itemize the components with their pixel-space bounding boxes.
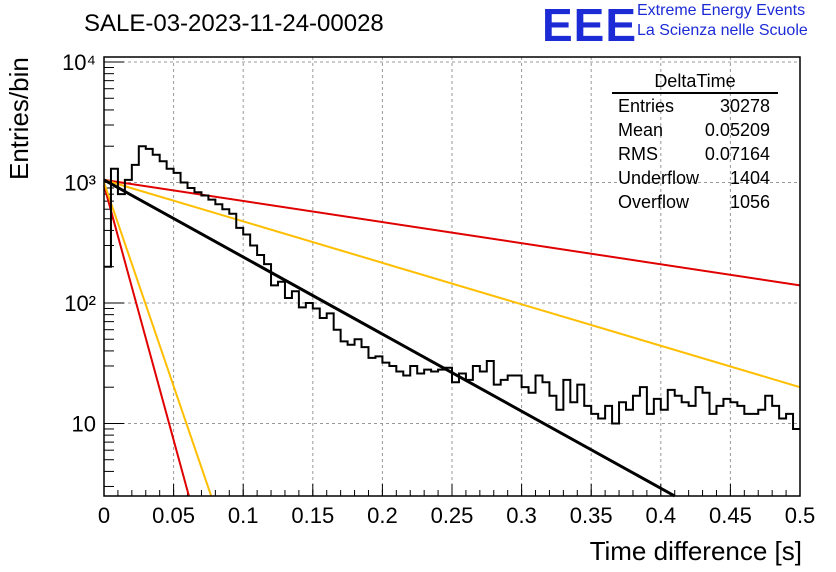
y-tick-label: 10² — [64, 291, 96, 316]
logo-subtitle-2: La Scienza nelle Scuole — [637, 22, 808, 39]
x-tick-label: 0.3 — [506, 503, 537, 528]
plot-frame — [103, 56, 801, 497]
y-axis-label: Entries/bin — [4, 57, 34, 180]
stats-label: Underflow — [618, 168, 700, 188]
fit-line — [103, 182, 213, 497]
stats-row: Underflow 1404 — [612, 166, 778, 190]
fit-line — [103, 184, 190, 497]
stats-label: Entries — [618, 96, 675, 116]
stats-value: 1056 — [729, 192, 770, 212]
x-tick-labels: 0 0.05 0.1 0.15 0.2 0.25 0.3 0.35 0.4 0.45 0.5 — [98, 503, 815, 528]
stats-label: Overflow — [618, 192, 690, 212]
x-tick-label: 0.4 — [646, 503, 677, 528]
x-tick-label: 0.15 — [291, 503, 334, 528]
stats-label: RMS — [618, 144, 658, 164]
stats-row: Entries 30278 — [612, 94, 778, 118]
stats-value: 0.05209 — [704, 120, 770, 140]
logo-subtitle-1: Extreme Energy Events — [637, 2, 806, 19]
y-tick-label: 10³ — [64, 170, 96, 195]
stats-title: DeltaTime — [612, 70, 778, 94]
y-tick-label: 10 — [72, 411, 96, 436]
fit-line — [103, 178, 801, 389]
grid-lines — [104, 57, 800, 496]
eee-logo: EEE — [542, 0, 638, 51]
stats-value: 1404 — [729, 168, 770, 188]
x-tick-label: 0.45 — [709, 503, 752, 528]
y-tick-labels: 10 10² 10³ 10⁴ — [62, 50, 96, 436]
stats-label: Mean — [618, 120, 664, 140]
stats-row: RMS 0.07164 — [612, 142, 778, 166]
axis-ticks — [103, 61, 801, 496]
x-tick-label: 0.5 — [785, 503, 816, 528]
x-axis-label: Time difference [s] — [589, 536, 802, 566]
fit-line — [103, 178, 801, 287]
x-tick-label: 0.05 — [152, 503, 195, 528]
chart-title: SALE-03-2023-11-24-00028 — [84, 10, 384, 37]
x-tick-label: 0.2 — [367, 503, 398, 528]
stats-value: 30278 — [719, 96, 770, 116]
y-tick-label: 10⁴ — [62, 50, 96, 75]
x-tick-label: 0 — [98, 503, 110, 528]
x-tick-label: 0.1 — [228, 503, 259, 528]
x-tick-label: 0.25 — [431, 503, 474, 528]
fit-line — [103, 178, 676, 498]
stats-value: 0.07164 — [704, 144, 770, 164]
stats-row: Overflow 1056 — [612, 190, 778, 214]
x-tick-label: 0.35 — [570, 503, 613, 528]
fit-lines — [103, 178, 801, 498]
stats-box: DeltaTime Entries 30278 Mean 0.05209 RMS 0.… — [612, 70, 778, 214]
stats-row: Mean 0.05209 — [612, 118, 778, 142]
histogram-series — [104, 145, 800, 430]
